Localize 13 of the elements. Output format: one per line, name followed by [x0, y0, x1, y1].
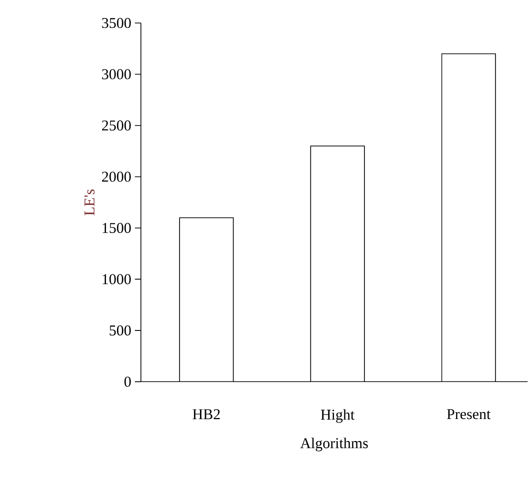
y-tick-label: 0	[124, 376, 131, 387]
x-axis-title: Algorithms	[300, 438, 368, 452]
y-tick-label: 3500	[102, 18, 131, 28]
y-tick-label: 3000	[102, 69, 131, 80]
y-tick-label: 2500	[102, 120, 131, 131]
y-tick-label: 500	[110, 326, 131, 336]
x-tick-label: HB2	[192, 409, 220, 420]
y-tick-label: 2000	[102, 172, 131, 182]
y-tick-label: 1000	[102, 274, 131, 284]
y-tick-label: 1500	[102, 223, 131, 234]
x-tick-label: Hight	[320, 409, 355, 424]
x-tick-label: Present	[446, 409, 491, 420]
y-axis-title: LE's	[84, 190, 95, 216]
